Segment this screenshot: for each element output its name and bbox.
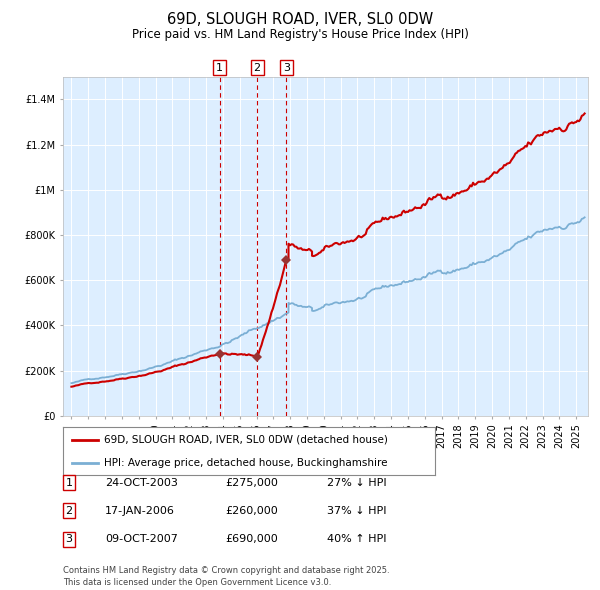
Text: 1: 1 bbox=[65, 478, 73, 487]
Text: 3: 3 bbox=[283, 63, 290, 73]
Text: 2: 2 bbox=[254, 63, 261, 73]
Text: 1: 1 bbox=[216, 63, 223, 73]
Text: 40% ↑ HPI: 40% ↑ HPI bbox=[327, 535, 386, 544]
Text: Contains HM Land Registry data © Crown copyright and database right 2025.
This d: Contains HM Land Registry data © Crown c… bbox=[63, 566, 389, 587]
Text: Price paid vs. HM Land Registry's House Price Index (HPI): Price paid vs. HM Land Registry's House … bbox=[131, 28, 469, 41]
Text: 3: 3 bbox=[65, 535, 73, 544]
Text: £690,000: £690,000 bbox=[225, 535, 278, 544]
Text: 37% ↓ HPI: 37% ↓ HPI bbox=[327, 506, 386, 516]
Text: HPI: Average price, detached house, Buckinghamshire: HPI: Average price, detached house, Buck… bbox=[104, 458, 388, 468]
Text: £275,000: £275,000 bbox=[225, 478, 278, 487]
Text: 09-OCT-2007: 09-OCT-2007 bbox=[105, 535, 178, 544]
Text: 27% ↓ HPI: 27% ↓ HPI bbox=[327, 478, 386, 487]
Text: £260,000: £260,000 bbox=[225, 506, 278, 516]
Text: 69D, SLOUGH ROAD, IVER, SL0 0DW (detached house): 69D, SLOUGH ROAD, IVER, SL0 0DW (detache… bbox=[104, 435, 388, 445]
Text: 2: 2 bbox=[65, 506, 73, 516]
Text: 17-JAN-2006: 17-JAN-2006 bbox=[105, 506, 175, 516]
Text: 24-OCT-2003: 24-OCT-2003 bbox=[105, 478, 178, 487]
Text: 69D, SLOUGH ROAD, IVER, SL0 0DW: 69D, SLOUGH ROAD, IVER, SL0 0DW bbox=[167, 12, 433, 27]
